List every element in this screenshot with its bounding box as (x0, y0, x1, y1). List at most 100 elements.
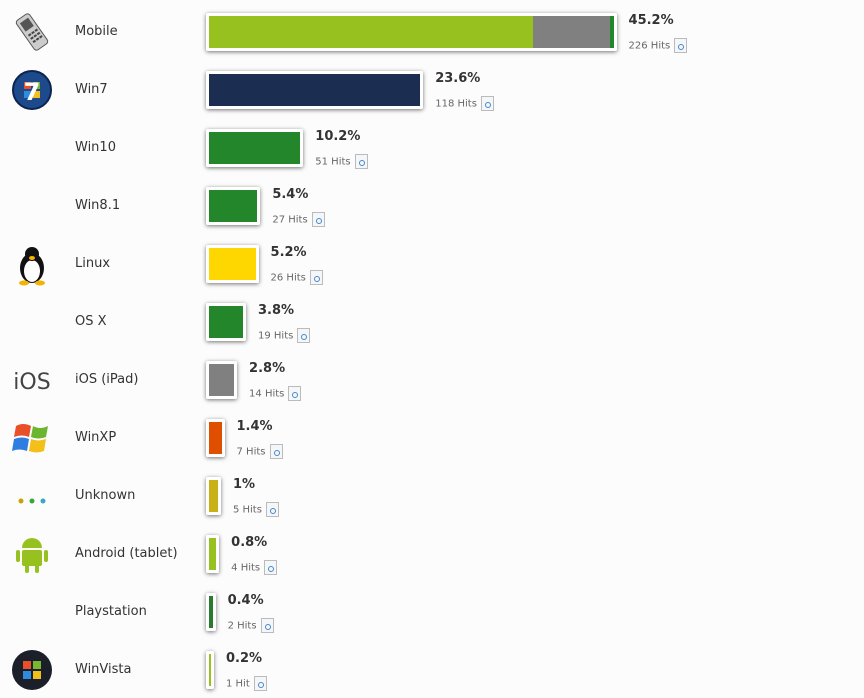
bar-segment (209, 596, 213, 628)
bar-segment (209, 364, 235, 396)
details-magnifier-icon[interactable] (311, 212, 325, 227)
bar (206, 419, 225, 457)
linux-tux-icon (10, 242, 54, 286)
chart-row: Playstation 0.4% 2 Hits (0, 582, 864, 640)
details-magnifier-icon[interactable] (260, 618, 274, 633)
hits-label: 2 Hits (228, 618, 274, 633)
details-magnifier-icon[interactable] (480, 96, 494, 111)
chart-row: Linux 5.2% 26 Hits (0, 234, 864, 292)
hits-count: 7 Hits (236, 446, 266, 458)
hits-label: 5 Hits (233, 502, 279, 517)
percent-label: 2.8% (249, 361, 286, 376)
category-label: Win10 (75, 140, 116, 155)
chart-row: iOS iOS (iPad) 2.8% 14 Hits (0, 350, 864, 408)
hits-count: 4 Hits (231, 562, 261, 574)
details-magnifier-icon[interactable] (674, 38, 688, 53)
category-label: Playstation (75, 604, 147, 619)
hits-count: 19 Hits (258, 330, 294, 342)
category-label: Mobile (75, 24, 118, 39)
chart-row: WinVista 0.2% 1 Hit (0, 640, 864, 698)
bar-segment (209, 422, 222, 454)
unknown-dots-icon (10, 474, 54, 518)
ios-icon: iOS (10, 358, 54, 402)
hits-label: 51 Hits (315, 154, 368, 169)
details-magnifier-icon[interactable] (253, 676, 267, 691)
category-label: Android (tablet) (75, 546, 178, 561)
details-magnifier-icon[interactable] (309, 270, 323, 285)
chart-row: 7 Win7 23.6% 118 Hits (0, 60, 864, 118)
percent-label: 1.4% (236, 419, 273, 434)
bar-segment (609, 16, 614, 48)
chart-row: Win10 10.2% 51 Hits (0, 118, 864, 176)
details-magnifier-icon[interactable] (297, 328, 311, 343)
hits-count: 27 Hits (272, 214, 308, 226)
bar (206, 187, 261, 225)
category-label: Win8.1 (75, 198, 121, 213)
hits-count: 2 Hits (227, 620, 257, 632)
hits-count: 226 Hits (628, 40, 671, 52)
category-label: OS X (75, 314, 107, 329)
bar (206, 71, 424, 109)
bar-segment (209, 190, 258, 222)
bar (206, 13, 617, 51)
percent-label: 3.8% (258, 303, 295, 318)
details-magnifier-icon[interactable] (269, 444, 283, 459)
percent-label: 5.4% (272, 187, 309, 202)
category-label: Win7 (75, 82, 108, 97)
percent-label: 0.2% (226, 651, 263, 666)
bar-segment (209, 16, 533, 48)
percent-label: 0.4% (227, 593, 264, 608)
windows-vista-icon (10, 648, 54, 692)
hits-label: 118 Hits (435, 96, 494, 111)
details-magnifier-icon[interactable] (265, 502, 279, 517)
hits-label: 4 Hits (231, 560, 278, 575)
percent-label: 23.6% (435, 71, 481, 86)
chart-row: Win8.1 5.4% 27 Hits (0, 176, 864, 234)
category-label: iOS (iPad) (75, 372, 139, 387)
bar-segment (209, 74, 421, 106)
hits-count: 26 Hits (270, 272, 306, 284)
bar-segment (209, 480, 218, 512)
android-icon (10, 532, 54, 576)
hits-label: 14 Hits (249, 386, 302, 401)
details-magnifier-icon[interactable] (288, 386, 302, 401)
hits-label: 19 Hits (258, 328, 311, 343)
percent-label: 10.2% (315, 129, 361, 144)
bar (206, 303, 246, 341)
bar (206, 245, 259, 283)
bar-segment (209, 248, 256, 280)
bar (206, 129, 304, 167)
hits-label: 226 Hits (629, 38, 688, 53)
details-magnifier-icon[interactable] (264, 560, 278, 575)
percent-label: 0.8% (231, 535, 268, 550)
chart-row: OS X 3.8% 19 Hits (0, 292, 864, 350)
hits-count: 118 Hits (435, 98, 477, 110)
svg-text:iOS: iOS (13, 370, 50, 395)
bar-segment (209, 306, 243, 338)
hits-count: 51 Hits (315, 156, 351, 168)
category-label: WinXP (75, 430, 117, 445)
hits-label: 7 Hits (237, 444, 283, 459)
category-label: WinVista (75, 662, 132, 677)
bar (206, 477, 221, 515)
bar (206, 535, 220, 573)
hits-count: 14 Hits (249, 388, 285, 400)
bar-segment (209, 538, 217, 570)
category-label: Unknown (75, 488, 136, 503)
chart-row: Unknown 1% 5 Hits (0, 466, 864, 524)
hits-label: 1 Hit (226, 676, 267, 691)
svg-text:7: 7 (24, 78, 41, 106)
chart-row: Mobile 45.2% 226 Hits (0, 2, 864, 60)
percent-label: 1% (232, 477, 256, 492)
bar-segment (209, 654, 211, 686)
hits-label: 27 Hits (272, 212, 325, 227)
chart-row: WinXP 1.4% 7 Hits (0, 408, 864, 466)
bar (206, 593, 216, 631)
bar (206, 361, 238, 399)
hits-label: 26 Hits (271, 270, 323, 285)
percent-label: 45.2% (628, 13, 674, 28)
bar-segment (532, 16, 610, 48)
hits-count: 5 Hits (232, 504, 262, 516)
bar-segment (209, 132, 301, 164)
details-magnifier-icon[interactable] (354, 154, 368, 169)
